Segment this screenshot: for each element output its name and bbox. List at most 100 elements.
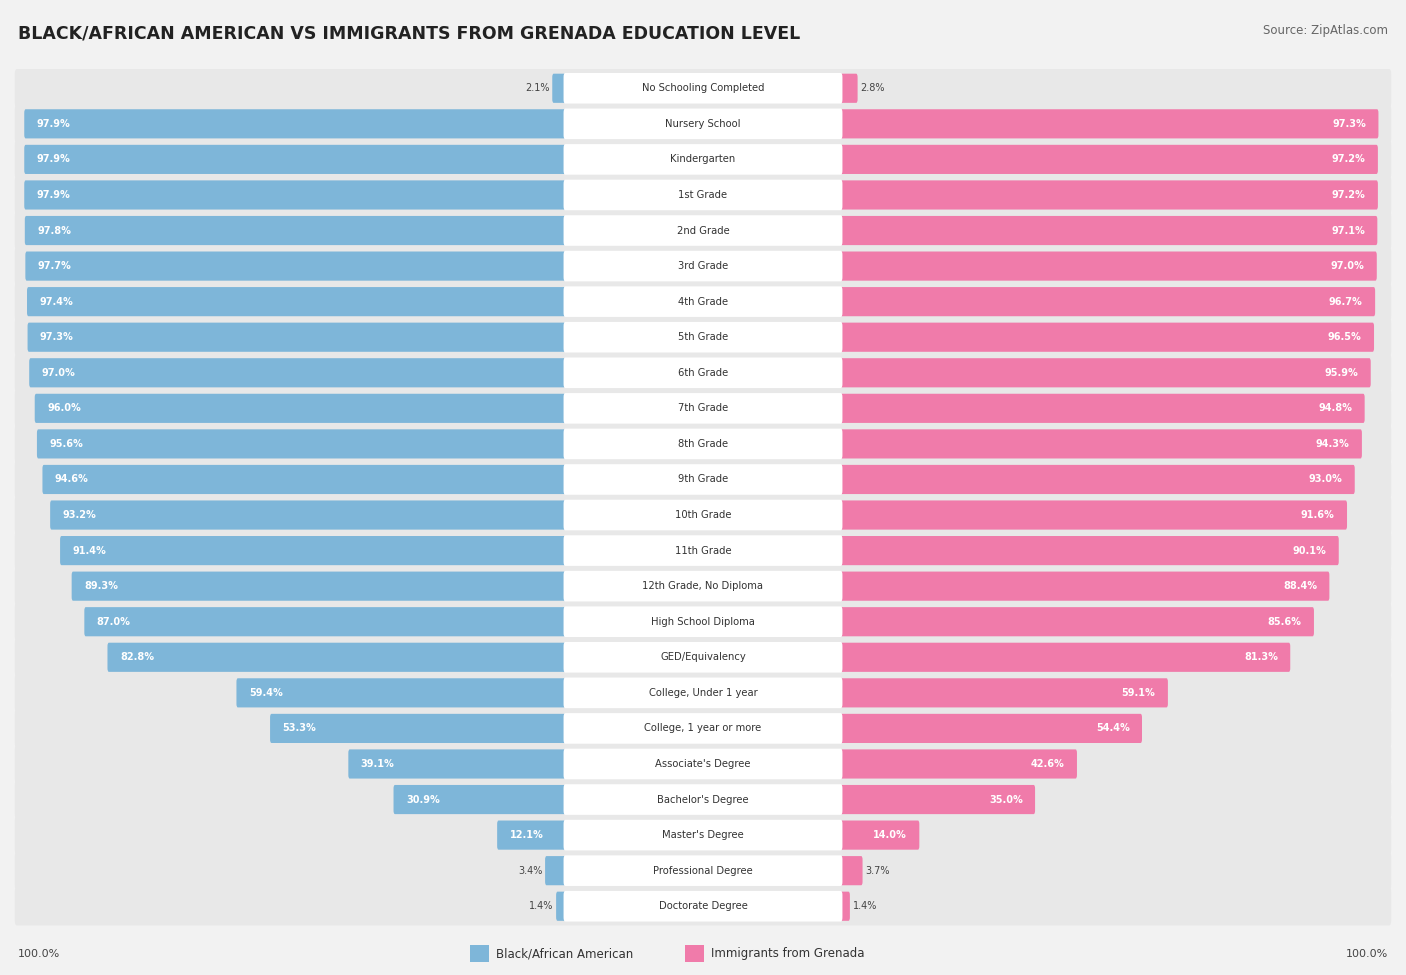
- FancyBboxPatch shape: [564, 108, 842, 139]
- Bar: [686, 945, 704, 962]
- Text: 97.2%: 97.2%: [1331, 154, 1365, 165]
- Text: 35.0%: 35.0%: [988, 795, 1022, 804]
- FancyBboxPatch shape: [14, 140, 1392, 178]
- Text: 3.7%: 3.7%: [865, 866, 890, 876]
- FancyBboxPatch shape: [14, 104, 1392, 143]
- Text: 9th Grade: 9th Grade: [678, 475, 728, 485]
- FancyBboxPatch shape: [564, 606, 842, 637]
- Text: 96.5%: 96.5%: [1327, 332, 1361, 342]
- Text: 97.9%: 97.9%: [37, 119, 70, 129]
- FancyBboxPatch shape: [839, 394, 1365, 423]
- Text: 2.8%: 2.8%: [860, 83, 884, 94]
- FancyBboxPatch shape: [557, 892, 567, 920]
- FancyBboxPatch shape: [14, 531, 1392, 569]
- FancyBboxPatch shape: [14, 709, 1392, 748]
- FancyBboxPatch shape: [37, 429, 567, 458]
- Text: Bachelor's Degree: Bachelor's Degree: [657, 795, 749, 804]
- FancyBboxPatch shape: [564, 891, 842, 921]
- FancyBboxPatch shape: [839, 180, 1378, 210]
- Text: High School Diploma: High School Diploma: [651, 617, 755, 627]
- Text: 87.0%: 87.0%: [97, 617, 131, 627]
- FancyBboxPatch shape: [839, 109, 1378, 138]
- Text: 93.0%: 93.0%: [1309, 475, 1343, 485]
- Text: GED/Equivalency: GED/Equivalency: [661, 652, 745, 662]
- Text: 96.7%: 96.7%: [1329, 296, 1362, 307]
- FancyBboxPatch shape: [14, 69, 1392, 107]
- FancyBboxPatch shape: [839, 358, 1371, 387]
- FancyBboxPatch shape: [839, 785, 1035, 814]
- Text: 97.4%: 97.4%: [39, 296, 73, 307]
- FancyBboxPatch shape: [564, 571, 842, 602]
- FancyBboxPatch shape: [839, 145, 1378, 174]
- Bar: [470, 945, 489, 962]
- FancyBboxPatch shape: [72, 571, 567, 601]
- Text: 12.1%: 12.1%: [509, 830, 543, 840]
- FancyBboxPatch shape: [14, 674, 1392, 712]
- Text: 2.1%: 2.1%: [524, 83, 550, 94]
- FancyBboxPatch shape: [60, 536, 567, 565]
- FancyBboxPatch shape: [30, 358, 567, 387]
- FancyBboxPatch shape: [394, 785, 567, 814]
- FancyBboxPatch shape: [14, 603, 1392, 641]
- FancyBboxPatch shape: [349, 750, 567, 779]
- Text: 59.1%: 59.1%: [1122, 687, 1156, 698]
- Text: 42.6%: 42.6%: [1031, 759, 1064, 769]
- Text: 7th Grade: 7th Grade: [678, 404, 728, 413]
- Text: 12th Grade, No Diploma: 12th Grade, No Diploma: [643, 581, 763, 591]
- FancyBboxPatch shape: [564, 784, 842, 815]
- FancyBboxPatch shape: [14, 425, 1392, 463]
- Text: 91.6%: 91.6%: [1301, 510, 1334, 520]
- FancyBboxPatch shape: [839, 750, 1077, 779]
- FancyBboxPatch shape: [14, 460, 1392, 498]
- FancyBboxPatch shape: [564, 749, 842, 779]
- Text: 97.1%: 97.1%: [1331, 225, 1365, 236]
- FancyBboxPatch shape: [839, 679, 1168, 708]
- Text: Associate's Degree: Associate's Degree: [655, 759, 751, 769]
- FancyBboxPatch shape: [14, 283, 1392, 321]
- FancyBboxPatch shape: [14, 780, 1392, 819]
- FancyBboxPatch shape: [564, 535, 842, 566]
- FancyBboxPatch shape: [839, 252, 1376, 281]
- FancyBboxPatch shape: [51, 500, 567, 529]
- Text: 94.6%: 94.6%: [55, 475, 89, 485]
- Text: 1.4%: 1.4%: [852, 901, 877, 912]
- FancyBboxPatch shape: [546, 856, 567, 885]
- FancyBboxPatch shape: [14, 212, 1392, 250]
- FancyBboxPatch shape: [564, 393, 842, 423]
- FancyBboxPatch shape: [839, 287, 1375, 316]
- Text: 97.9%: 97.9%: [37, 154, 70, 165]
- Text: 100.0%: 100.0%: [18, 949, 60, 958]
- Text: Source: ZipAtlas.com: Source: ZipAtlas.com: [1263, 24, 1388, 37]
- Text: 100.0%: 100.0%: [1346, 949, 1388, 958]
- FancyBboxPatch shape: [14, 176, 1392, 214]
- Text: 2nd Grade: 2nd Grade: [676, 225, 730, 236]
- FancyBboxPatch shape: [35, 394, 567, 423]
- Text: 97.2%: 97.2%: [1331, 190, 1365, 200]
- FancyBboxPatch shape: [14, 566, 1392, 605]
- FancyBboxPatch shape: [564, 820, 842, 850]
- FancyBboxPatch shape: [24, 180, 567, 210]
- Text: 1st Grade: 1st Grade: [679, 190, 727, 200]
- FancyBboxPatch shape: [839, 821, 920, 849]
- Text: 53.3%: 53.3%: [283, 723, 316, 733]
- Text: Nursery School: Nursery School: [665, 119, 741, 129]
- FancyBboxPatch shape: [839, 643, 1291, 672]
- Text: College, Under 1 year: College, Under 1 year: [648, 687, 758, 698]
- FancyBboxPatch shape: [839, 323, 1374, 352]
- Text: Professional Degree: Professional Degree: [654, 866, 752, 876]
- Text: Doctorate Degree: Doctorate Degree: [658, 901, 748, 912]
- FancyBboxPatch shape: [25, 252, 567, 281]
- Text: 8th Grade: 8th Grade: [678, 439, 728, 448]
- Text: College, 1 year or more: College, 1 year or more: [644, 723, 762, 733]
- Text: 97.8%: 97.8%: [37, 225, 72, 236]
- FancyBboxPatch shape: [564, 287, 842, 317]
- FancyBboxPatch shape: [839, 74, 858, 102]
- FancyBboxPatch shape: [14, 887, 1392, 925]
- Text: 95.9%: 95.9%: [1324, 368, 1358, 377]
- FancyBboxPatch shape: [27, 287, 567, 316]
- FancyBboxPatch shape: [564, 179, 842, 211]
- Text: Master's Degree: Master's Degree: [662, 830, 744, 840]
- FancyBboxPatch shape: [14, 247, 1392, 286]
- Text: 11th Grade: 11th Grade: [675, 546, 731, 556]
- FancyBboxPatch shape: [498, 821, 567, 849]
